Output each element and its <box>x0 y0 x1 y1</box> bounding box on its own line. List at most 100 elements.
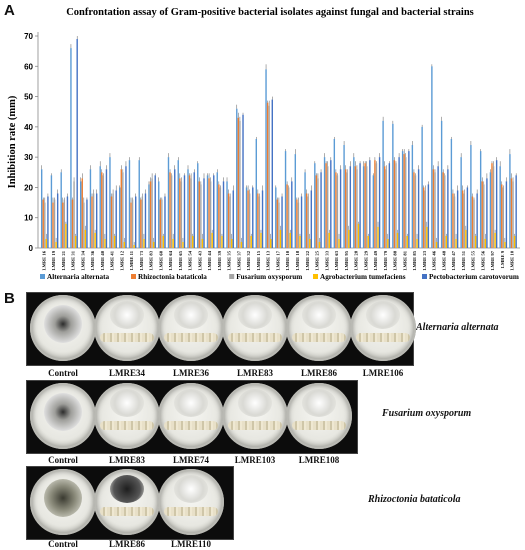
dish-label: Control <box>48 368 78 378</box>
y-tick-label: 20 <box>24 183 33 192</box>
bar <box>52 202 54 248</box>
bar <box>120 169 122 248</box>
bar <box>452 193 454 248</box>
bar <box>218 184 220 248</box>
bar <box>135 196 137 248</box>
bar <box>377 226 379 248</box>
bar <box>237 117 240 249</box>
x-tick-label: LMRE 21 <box>61 250 66 270</box>
bar <box>183 175 186 248</box>
bar <box>328 232 330 248</box>
bar <box>317 178 319 248</box>
dish-label: LMRE34 <box>109 368 145 378</box>
bar <box>305 193 308 248</box>
petri-dish <box>94 295 160 361</box>
bar <box>405 157 407 248</box>
bar <box>99 166 101 248</box>
bar <box>336 175 339 248</box>
bar <box>289 232 291 248</box>
bar <box>416 238 418 248</box>
x-tick-label: LMRE 55 <box>471 250 476 270</box>
bar <box>348 229 350 248</box>
bar <box>509 154 511 248</box>
x-tick-label: LMRE 10 <box>285 250 290 270</box>
x-tick-label: LMRE 34 <box>80 250 85 270</box>
bar <box>466 187 469 248</box>
bar <box>406 235 408 248</box>
bar <box>40 169 43 248</box>
organism-label-fusarium: Fusarium oxysporum <box>382 408 472 419</box>
bar <box>309 238 311 248</box>
bar <box>247 190 249 248</box>
bar <box>221 235 223 248</box>
bar <box>414 175 417 248</box>
chart-title: Confrontation assay of Gram-positive bac… <box>66 7 474 18</box>
bar <box>501 184 503 248</box>
bar <box>440 120 443 248</box>
bar <box>486 178 488 248</box>
fungal-colony <box>44 393 82 431</box>
bar <box>66 196 69 248</box>
bar <box>257 193 259 248</box>
bar <box>125 166 127 248</box>
y-tick-label: 40 <box>24 123 33 132</box>
bar <box>413 172 415 248</box>
bar <box>240 241 243 248</box>
bar <box>453 196 456 248</box>
bar <box>71 199 74 248</box>
bar <box>172 238 174 248</box>
x-tick-label: LMRE 40 <box>100 250 105 270</box>
fungal-colony <box>110 301 144 329</box>
dish-label: LMRE36 <box>173 368 209 378</box>
bar <box>297 202 300 248</box>
petri-dish <box>158 295 224 361</box>
bar <box>367 235 369 248</box>
bacterial-streak <box>164 421 218 430</box>
bar <box>492 166 495 248</box>
bar <box>281 196 283 248</box>
legend-swatch <box>131 274 136 279</box>
bar <box>141 196 144 248</box>
bar <box>325 163 327 248</box>
bar <box>271 99 273 248</box>
fungal-colony <box>44 305 82 343</box>
fungal-colony <box>238 301 272 329</box>
bar <box>242 114 244 249</box>
bar <box>154 175 156 248</box>
bar <box>73 181 75 248</box>
x-tick-label: LMRE 35 <box>227 250 232 270</box>
bar <box>91 196 93 248</box>
fungal-colony <box>110 475 144 503</box>
bar <box>437 166 439 248</box>
bar <box>143 238 145 248</box>
fungal-colony <box>366 301 400 329</box>
legend-label: Pectobacterium carotovorum <box>429 273 519 281</box>
bar <box>374 160 376 248</box>
bar <box>432 169 435 248</box>
bar <box>201 238 204 248</box>
bar <box>333 138 336 248</box>
bar <box>462 190 464 248</box>
bar <box>261 190 264 248</box>
panel-b-letter: B <box>4 290 15 307</box>
bacterial-streak <box>100 507 154 516</box>
bar <box>442 172 444 248</box>
bar <box>206 175 209 248</box>
bar <box>200 184 202 248</box>
x-tick-label: LMRE 10 <box>510 250 515 270</box>
x-tick-label: LMRE 29 <box>363 250 368 270</box>
fungal-colony <box>302 389 336 417</box>
bar <box>465 229 467 248</box>
x-tick-label: LMRE 18 <box>295 250 300 270</box>
bar <box>191 235 194 248</box>
bar <box>229 196 231 248</box>
legend-label: Rhizoctonia bataticola <box>138 273 207 281</box>
fungal-colony <box>174 301 208 329</box>
bar <box>375 163 378 248</box>
bar <box>174 169 176 248</box>
bar <box>213 175 215 248</box>
petri-dish <box>30 295 96 361</box>
bar <box>84 229 87 248</box>
bar <box>426 226 428 248</box>
bar <box>502 187 504 248</box>
